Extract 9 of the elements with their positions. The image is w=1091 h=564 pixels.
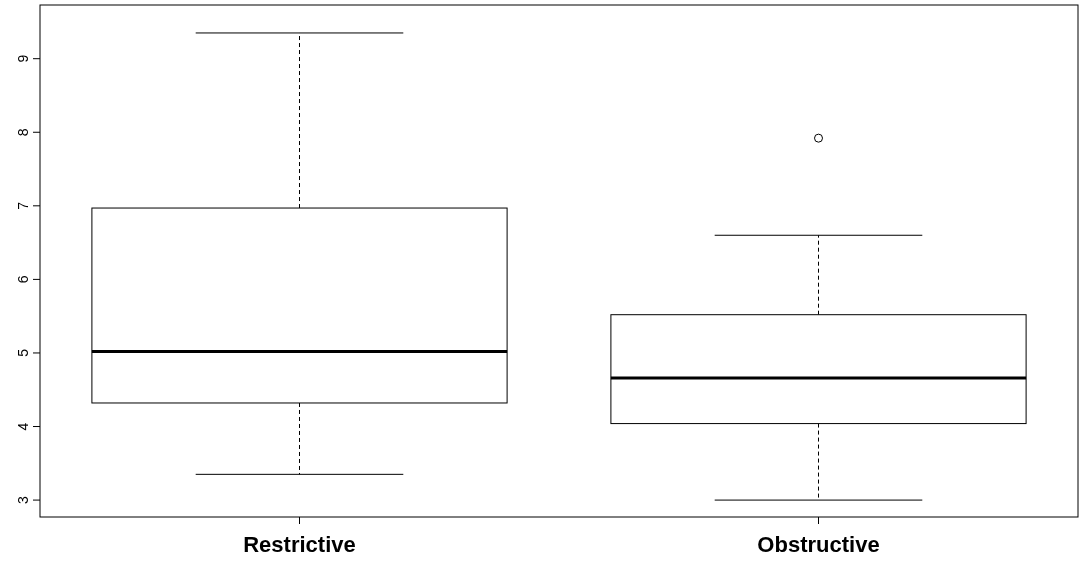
y-tick-label: 6 [15, 275, 31, 284]
y-tick-label: 7 [15, 201, 31, 210]
y-tick-label: 8 [15, 128, 31, 137]
x-tick-label: Obstructive [757, 532, 880, 557]
y-tick-label: 9 [15, 54, 31, 63]
y-tick-label: 4 [15, 422, 31, 431]
y-tick-label: 3 [15, 495, 31, 504]
y-tick-label: 5 [15, 348, 31, 357]
x-tick-label: Restrictive [243, 532, 356, 557]
